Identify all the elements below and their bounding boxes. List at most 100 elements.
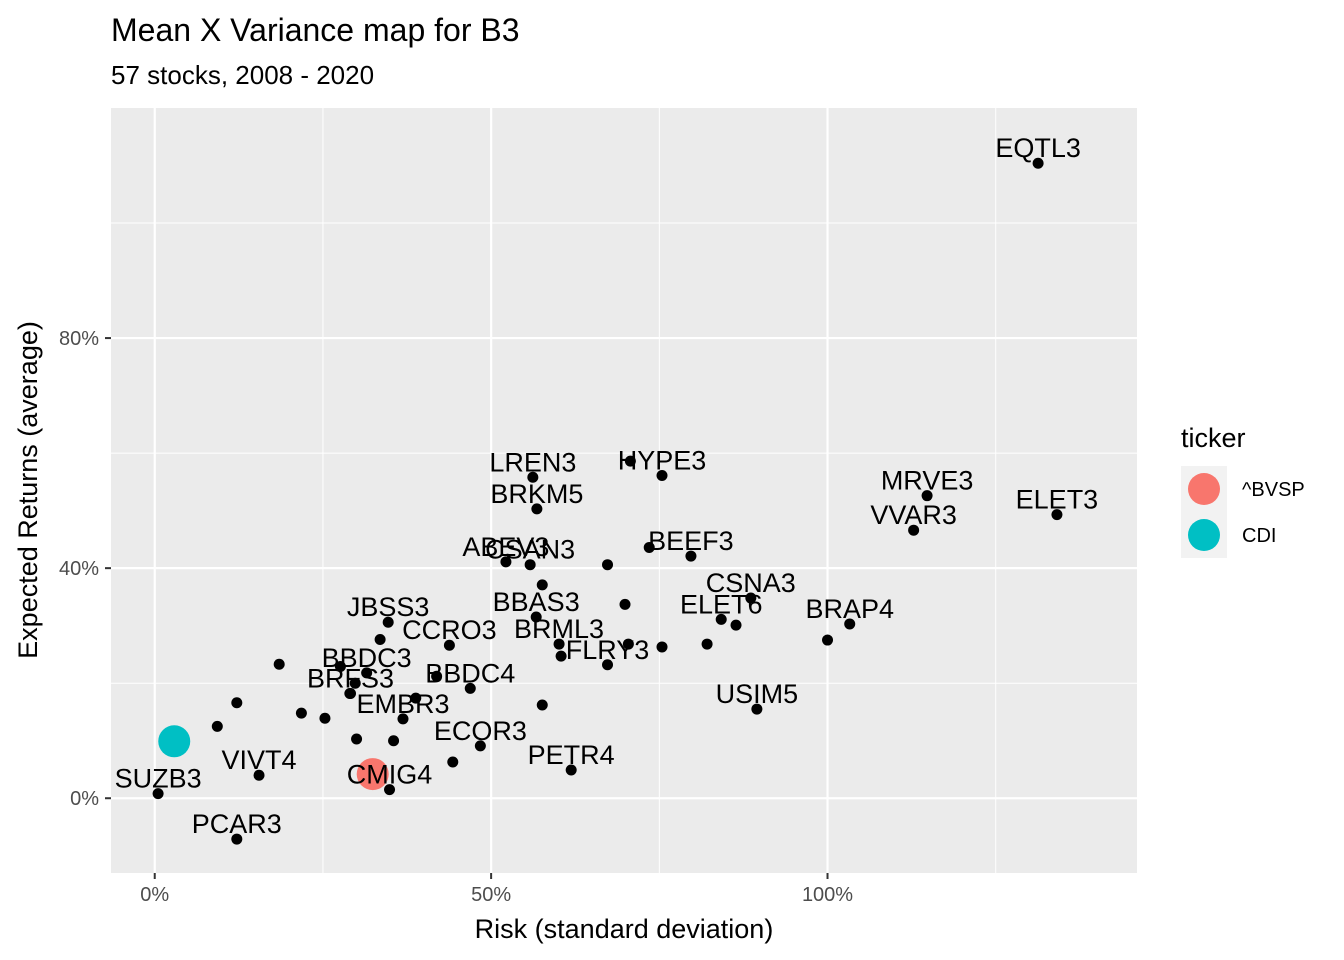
data-point-petr4	[565, 764, 577, 776]
data-point-eqtl3	[1032, 157, 1044, 169]
x-tick-label: 100%	[802, 884, 853, 906]
data-point-bbdc4	[464, 682, 476, 694]
data-point	[351, 733, 363, 745]
data-point-brfs3	[345, 688, 357, 700]
y-tick-label: 80%	[59, 328, 99, 350]
data-point	[619, 598, 631, 610]
point-labels: EQTL3 ELET3 MRVE3 VVAR3 LREN3 HYPE3 BRKM5 BEEF3…	[115, 133, 1099, 839]
data-point-cmig4	[384, 784, 396, 796]
point-label-bbdc3: BBDC3	[322, 643, 412, 673]
data-point-hype3	[656, 470, 668, 482]
data-point	[231, 697, 243, 709]
data-point-beef3	[685, 550, 697, 562]
data-point-suzb3	[152, 788, 164, 800]
data-point-ccro3	[443, 639, 455, 651]
data-point-bbdc3	[361, 667, 373, 679]
chart-subtitle: 57 stocks, 2008 - 2020	[111, 60, 374, 90]
data-point	[273, 658, 285, 670]
data-point	[656, 641, 668, 653]
data-point	[822, 634, 834, 646]
point-label-abev3: ABEV3	[462, 532, 549, 562]
y-tick-label: 0%	[70, 788, 99, 810]
y-axis-title: Expected Returns (average)	[13, 321, 43, 659]
point-label-brkm5: BRKM5	[490, 479, 583, 509]
data-point	[730, 619, 742, 631]
data-point-csan3	[524, 559, 536, 571]
data-point	[431, 670, 443, 682]
data-point-csna3	[745, 592, 757, 604]
data-point	[295, 707, 307, 719]
data-point	[211, 720, 223, 732]
point-label-bbas3: BBAS3	[493, 587, 580, 617]
data-point-brap4	[844, 618, 856, 630]
point-label-beef3: BEEF3	[648, 526, 734, 556]
grid-major	[111, 108, 1137, 873]
legend-title: ticker	[1181, 423, 1246, 453]
point-label-cmig4: CMIG4	[347, 760, 433, 790]
legend-label: CDI	[1242, 525, 1276, 547]
y-axis: 0% 40% 80%	[59, 328, 111, 810]
point-label-brfs3: BRFS3	[307, 664, 394, 694]
point-label-lren3: LREN3	[489, 447, 576, 477]
point-label-mrve3: MRVE3	[881, 466, 974, 496]
plot-panel	[111, 108, 1137, 873]
point-label-eqtl3: EQTL3	[995, 133, 1081, 163]
data-point-lren3	[527, 471, 539, 483]
data-point	[602, 559, 614, 571]
point-label-petr4: PETR4	[528, 740, 615, 770]
data-point-abev3	[500, 556, 512, 568]
data-point-embr3	[397, 713, 409, 725]
data-point-pcar3	[231, 833, 243, 845]
point-label-embr3: EMBR3	[356, 689, 449, 719]
data-point-vivt4	[253, 769, 265, 781]
point-label-usim5: USIM5	[716, 679, 799, 709]
data-point-ecor3	[474, 740, 486, 752]
x-axis: 0% 50% 100%	[140, 873, 853, 906]
data-point	[334, 661, 346, 673]
point-label-flry3: FLRY3	[566, 635, 650, 665]
data-point	[536, 699, 548, 711]
point-label-brml3: BRML3	[514, 614, 604, 644]
series-point-bvsp	[356, 758, 389, 791]
series-point-cdi	[158, 725, 191, 758]
legend: ticker ^BVSP CDI	[1181, 423, 1305, 558]
data-point-brkm5	[531, 503, 543, 515]
point-label-ccro3: CCRO3	[402, 615, 497, 645]
x-axis-title: Risk (standard deviation)	[475, 914, 774, 944]
data-point-vvar3	[908, 524, 920, 536]
data-point-elet6	[715, 613, 727, 625]
data-point	[536, 579, 548, 591]
point-label-pcar3: PCAR3	[192, 809, 282, 839]
data-point	[374, 633, 386, 645]
data-point	[447, 756, 459, 768]
point-label-elet3: ELET3	[1016, 485, 1099, 515]
legend-key-cdi	[1188, 519, 1220, 551]
data-point-elet3	[1051, 509, 1063, 521]
point-label-suzb3: SUZB3	[115, 764, 202, 794]
data-point	[388, 735, 400, 747]
data-point	[643, 541, 655, 553]
y-tick-label: 40%	[59, 558, 99, 580]
point-label-elet6: ELET6	[680, 589, 763, 619]
data-point	[349, 677, 361, 689]
data-point-usim5	[751, 703, 763, 715]
data-point	[319, 712, 331, 724]
point-label-csna3: CSNA3	[706, 568, 796, 598]
legend-label: ^BVSP	[1242, 479, 1305, 501]
point-label-vvar3: VVAR3	[870, 500, 957, 530]
grid-minor	[111, 108, 1137, 873]
data-point-mrve3	[921, 490, 933, 502]
x-tick-label: 0%	[140, 884, 169, 906]
data-point-flry3	[602, 659, 614, 671]
point-label-jbss3: JBSS3	[347, 592, 430, 622]
data-point-brml3	[553, 638, 565, 650]
data-point	[410, 692, 422, 704]
legend-key-bvsp	[1188, 473, 1220, 505]
data-point-bbas3	[530, 611, 542, 623]
point-label-brap4: BRAP4	[805, 594, 894, 624]
chart-title: Mean X Variance map for B3	[111, 12, 520, 48]
x-tick-label: 50%	[471, 884, 511, 906]
point-label-ecor3: ECOR3	[434, 716, 527, 746]
data-point	[622, 638, 634, 650]
